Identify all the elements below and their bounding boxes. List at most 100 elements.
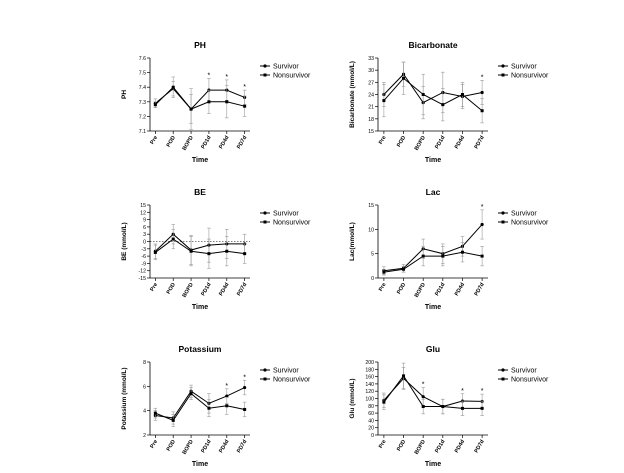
y-tick-label: 12 [140, 210, 146, 216]
x-axis-label: Time [192, 157, 208, 164]
y-tick-label: 6 [143, 225, 146, 231]
y-tick-label: 8 [143, 360, 146, 366]
x-tick-label: Pre [378, 282, 388, 293]
legend: Survivor Nonsurvivor [498, 211, 549, 227]
x-tick-label: PD1d [434, 282, 446, 297]
legend: Survivor Nonsurvivor [260, 211, 311, 227]
x-axis-label: Time [192, 461, 208, 468]
x-tick-label: PD7d [474, 282, 486, 297]
legend-label: Survivor [273, 368, 299, 375]
data-point [441, 405, 445, 409]
series-nonsurvivor [382, 242, 484, 276]
x-tick-label: PD4d [218, 282, 230, 297]
x-tick-label: PD1d [200, 135, 212, 150]
chart-panel-ph: PH 7.1 7.2 7.3 7.4 7.5 7.6 Pre POD BOPD PD1d PD4d PD… [121, 40, 311, 164]
x-tick-label: POD [396, 135, 407, 148]
y-tick-label: 80 [368, 404, 374, 410]
series-nonsurvivor [153, 76, 247, 130]
data-point [153, 411, 157, 415]
series-nonsurvivor [153, 229, 247, 269]
y-tick-label: 6 [143, 384, 146, 390]
data-point [382, 270, 386, 274]
significance-marker: * [225, 383, 228, 390]
series-survivor [153, 379, 247, 425]
series-survivor [153, 224, 247, 265]
significance-marker: * [208, 72, 211, 79]
legend-label: Survivor [273, 64, 299, 71]
significance-marker: * [243, 374, 246, 381]
data-point [480, 109, 484, 113]
x-tick-label: BOPD [182, 282, 195, 299]
series-line [155, 392, 245, 422]
x-tick-label: PD7d [474, 439, 486, 454]
x-tick-label: PD1d [200, 282, 212, 297]
y-tick-label: 40 [368, 418, 374, 424]
y-tick-label: 27 [368, 80, 374, 86]
legend-marker [263, 211, 267, 215]
y-tick-label: 2 [143, 433, 146, 439]
data-point [207, 406, 211, 410]
significance-marker: * [461, 388, 464, 395]
x-tick-label: Pre [378, 135, 388, 146]
data-point [480, 406, 484, 410]
y-tick-label: 9 [143, 218, 146, 224]
data-point [189, 107, 193, 111]
y-tick-label: 0 [143, 240, 146, 246]
series-nonsurvivor [382, 362, 484, 416]
x-tick-label: PD4d [454, 282, 466, 297]
y-tick-label: 7.6 [139, 56, 146, 62]
data-point [207, 252, 211, 256]
y-tick-label: -15 [139, 276, 147, 282]
legend-label: Nonsurvivor [511, 377, 549, 384]
legend-marker [263, 73, 267, 77]
significance-marker: * [243, 84, 246, 91]
x-tick-label: POD [396, 439, 407, 452]
y-axis-label: Glu (mmol/L) [349, 378, 356, 418]
data-point [460, 250, 464, 254]
chart-title: Potassium [179, 344, 222, 354]
series-survivor [382, 61, 484, 120]
y-tick-label: 30 [368, 68, 374, 74]
legend: Survivor Nonsurvivor [498, 64, 549, 80]
legend: Survivor Nonsurvivor [260, 64, 311, 80]
y-axis-label: Bicarbonate (mmol/L) [349, 61, 356, 128]
y-tick-label: 5 [371, 252, 374, 258]
y-tick-label: 120 [365, 389, 374, 395]
series-line [383, 251, 483, 273]
chart-title: Lac [426, 187, 441, 197]
data-point [421, 254, 425, 258]
series-survivor [153, 78, 247, 124]
x-tick-label: PD7d [236, 282, 248, 297]
y-tick-label: 7.5 [139, 71, 146, 77]
data-point [243, 407, 247, 411]
y-tick-label: 18 [368, 117, 374, 123]
y-tick-label: -9 [141, 261, 146, 267]
significance-marker: * [481, 388, 484, 395]
x-tick-label: Pre [149, 135, 159, 146]
y-axis-label: PH [121, 90, 128, 99]
series-line [155, 233, 245, 252]
y-tick-label: 3 [143, 232, 146, 238]
data-point [207, 100, 211, 104]
y-tick-label: -3 [141, 247, 146, 253]
y-tick-label: 60 [368, 411, 374, 417]
y-tick-label: 33 [368, 56, 374, 62]
x-axis-label: Time [425, 157, 441, 164]
x-tick-label: PD4d [218, 135, 230, 150]
x-tick-label: BOPD [414, 282, 427, 299]
y-tick-label: 4 [143, 409, 146, 415]
data-point [171, 85, 175, 89]
chart-title: PH [194, 40, 206, 50]
data-point [421, 395, 425, 399]
data-point [243, 252, 247, 256]
significance-marker: * [481, 204, 484, 211]
y-tick-label: 0 [371, 276, 374, 282]
y-tick-label: 15 [140, 203, 146, 209]
x-tick-label: POD [166, 135, 177, 148]
series-line [383, 73, 483, 104]
x-tick-label: PD1d [200, 439, 212, 454]
x-tick-label: PD7d [236, 439, 248, 454]
legend-label: Nonsurvivor [511, 220, 549, 227]
